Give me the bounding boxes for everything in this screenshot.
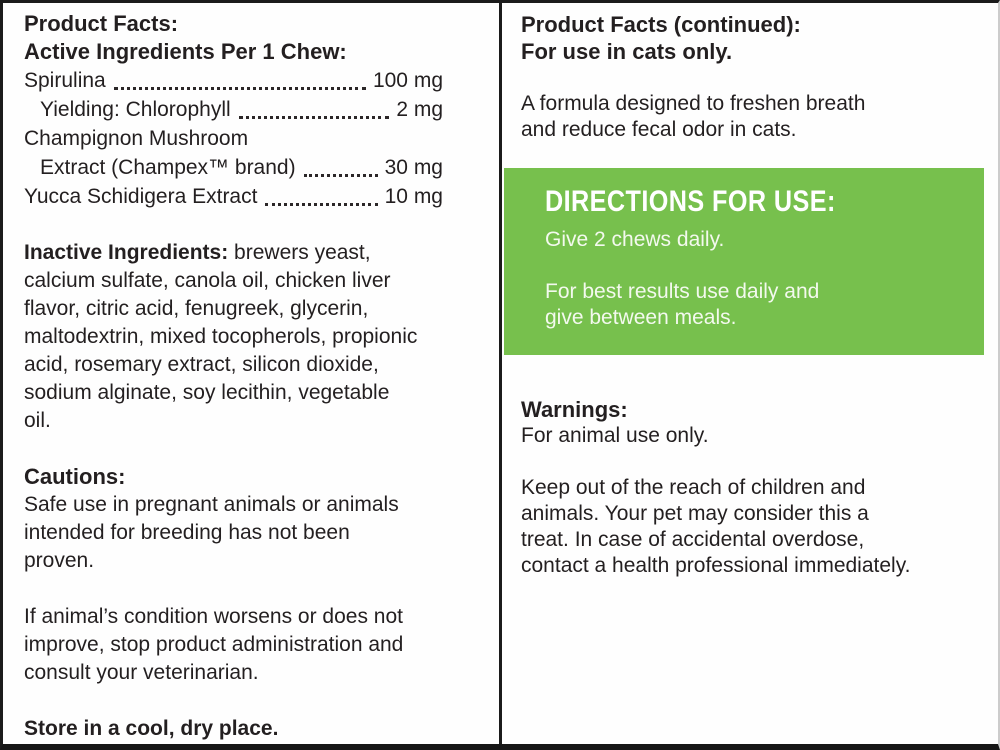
ingredient-row: Yucca Schidigera Extract 10 mg — [24, 182, 443, 211]
ingredient-label: Yucca Schidigera Extract — [24, 185, 258, 208]
dot-leader — [265, 203, 378, 206]
active-ingredients-list: Spirulina 100 mg Yielding: Chlorophyll 2… — [24, 66, 443, 211]
directions-heading: DIRECTIONS FOR USE: — [545, 185, 836, 218]
right-panel: Product Facts (continued): For use in ca… — [502, 3, 998, 744]
ingredient-amount: 10 mg — [384, 185, 443, 208]
dot-leader — [238, 116, 390, 119]
cautions-paragraph-1: Safe use in pregnant animals or animals … — [24, 493, 399, 572]
left-panel: Product Facts: Active Ingredients Per 1 … — [3, 3, 499, 744]
for-use-in-cats-subtitle: For use in cats only. — [521, 39, 733, 64]
storage-instructions: Store in a cool, dry place. — [24, 717, 279, 740]
active-ingredients-heading: Active Ingredients Per 1 Chew: — [24, 39, 347, 64]
ingredient-amount: 100 mg — [372, 69, 443, 92]
cautions-heading: Cautions: — [24, 464, 126, 489]
right-title: Product Facts (continued): — [521, 12, 801, 37]
ingredient-label: Yielding: Chlorophyll — [40, 98, 231, 121]
directions-line-2: For best results use daily and give betw… — [545, 280, 820, 329]
ingredient-row: Extract (Champex™ brand) 30 mg — [24, 153, 443, 182]
cautions-paragraph-2: If animal’s condition worsens or does no… — [24, 605, 404, 684]
ingredient-row: Yielding: Chlorophyll 2 mg — [24, 95, 443, 124]
inactive-ingredients-paragraph: Inactive Ingredients: brewers yeast, cal… — [24, 239, 465, 435]
ingredient-label: Champignon Mushroom — [24, 127, 249, 150]
ingredient-label: Spirulina — [24, 69, 106, 92]
dot-leader — [303, 174, 378, 177]
warnings-heading: Warnings: — [521, 397, 628, 422]
ingredient-row: Spirulina 100 mg — [24, 66, 443, 95]
dot-leader — [113, 87, 366, 90]
inactive-ingredients-text: brewers yeast, calcium sulfate, canola o… — [24, 241, 418, 432]
directions-banner: DIRECTIONS FOR USE: Give 2 chews daily. … — [504, 168, 984, 355]
warnings-paragraph: Keep out of the reach of children and an… — [521, 476, 911, 577]
ingredient-row: Champignon Mushroom — [24, 124, 443, 153]
column-divider — [499, 3, 502, 744]
ingredient-amount: 2 mg — [396, 98, 443, 121]
directions-line-1: Give 2 chews daily. — [545, 228, 725, 251]
product-description: A formula designed to freshen breath and… — [521, 92, 866, 141]
warnings-line-1: For animal use only. — [521, 424, 709, 447]
ingredient-label: Extract (Champex™ brand) — [40, 156, 296, 179]
left-title: Product Facts: — [24, 11, 179, 36]
ingredient-amount: 30 mg — [384, 156, 443, 179]
inactive-ingredients-heading: Inactive Ingredients: — [24, 241, 229, 264]
